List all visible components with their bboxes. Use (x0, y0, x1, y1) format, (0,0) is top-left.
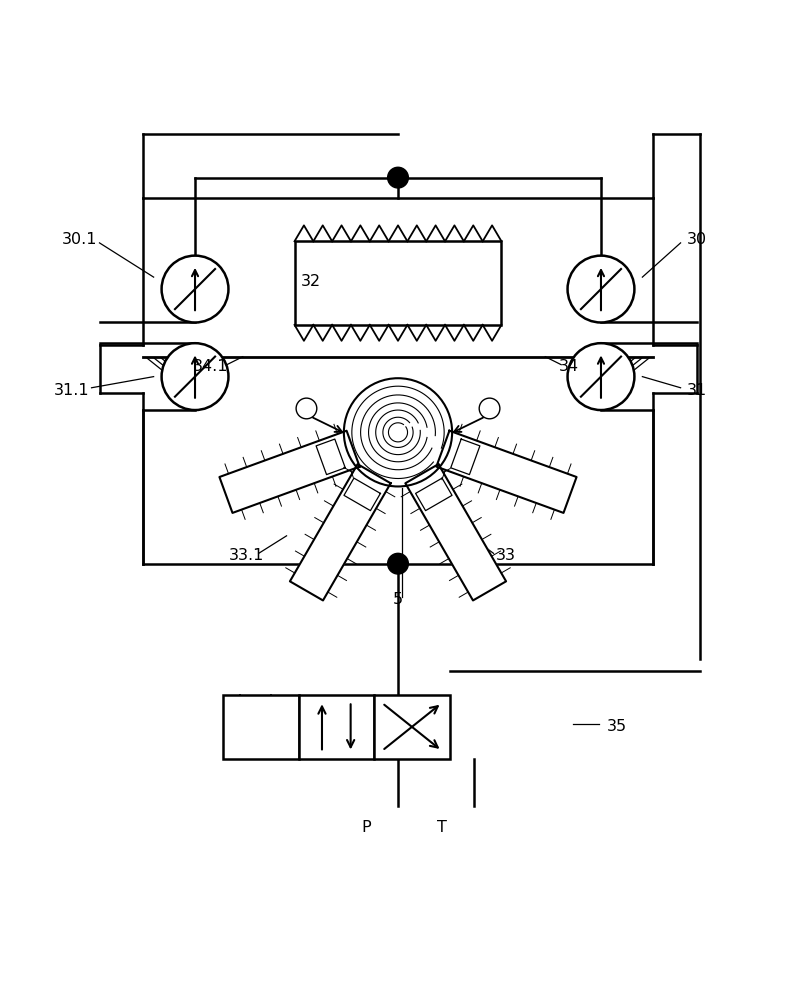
Bar (298, 695, 374, 759)
Circle shape (162, 256, 228, 322)
Circle shape (162, 343, 228, 410)
Polygon shape (316, 439, 345, 475)
Polygon shape (451, 439, 480, 475)
Circle shape (568, 256, 634, 322)
Text: 30: 30 (686, 232, 707, 247)
Text: 33.1: 33.1 (229, 548, 264, 563)
Text: 32: 32 (300, 274, 321, 289)
Text: 35: 35 (607, 719, 627, 734)
Text: T: T (437, 820, 447, 835)
Polygon shape (220, 431, 360, 513)
Bar (374, 695, 450, 759)
Text: 5: 5 (393, 592, 403, 607)
Text: 34.1: 34.1 (193, 359, 228, 374)
Circle shape (388, 553, 408, 574)
Text: 33: 33 (495, 548, 516, 563)
Text: P: P (361, 820, 371, 835)
Circle shape (479, 398, 500, 419)
Circle shape (344, 378, 452, 486)
Text: 30.1: 30.1 (62, 232, 97, 247)
Polygon shape (344, 478, 380, 511)
Bar (295, 241, 501, 325)
Text: 34: 34 (559, 359, 579, 374)
Polygon shape (290, 464, 391, 600)
Circle shape (388, 167, 408, 188)
Bar (223, 695, 298, 759)
Polygon shape (416, 478, 452, 511)
Circle shape (568, 343, 634, 410)
Text: 31: 31 (686, 383, 707, 398)
Text: 31.1: 31.1 (54, 383, 89, 398)
Polygon shape (436, 431, 576, 513)
Circle shape (296, 398, 317, 419)
Polygon shape (405, 464, 506, 600)
